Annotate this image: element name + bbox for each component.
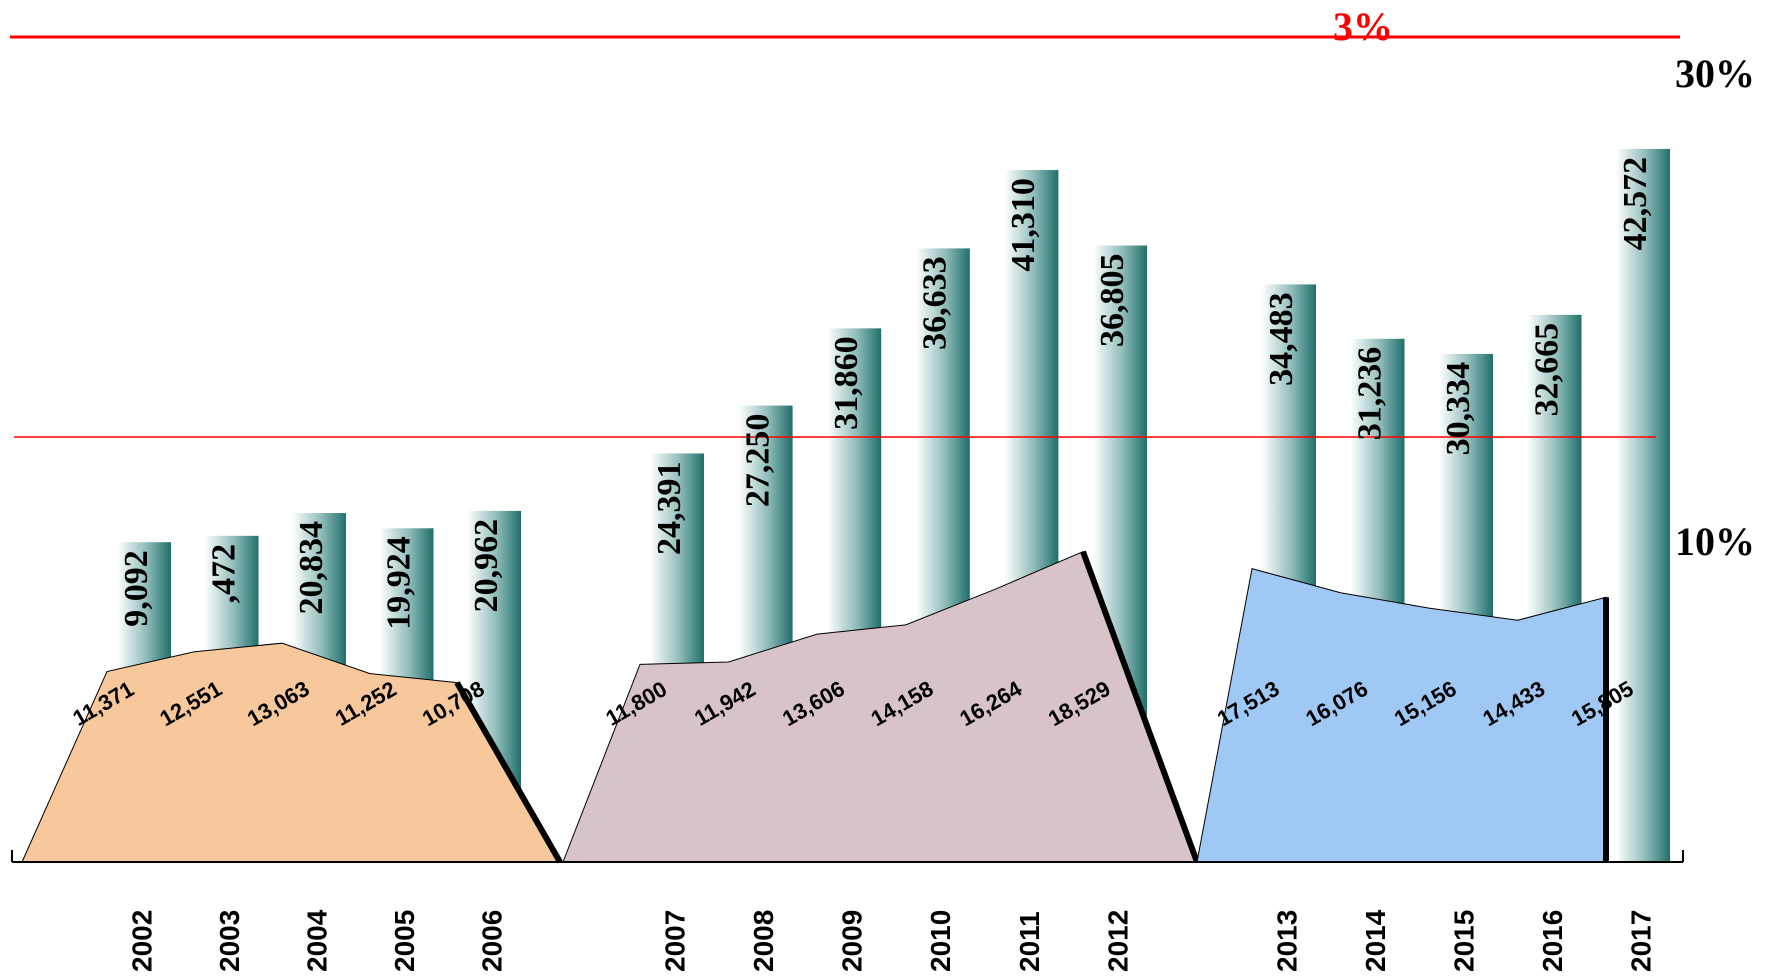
x-tick-label-2004: 2004 [301, 909, 332, 972]
x-tick-label-2011: 2011 [1014, 911, 1045, 972]
x-tick-label-2012: 2012 [1102, 910, 1133, 972]
x-tick-label-2010: 2010 [925, 910, 956, 972]
right-axis-label-30: 30% [1675, 51, 1755, 96]
right-axis-label-10: 10% [1675, 519, 1755, 564]
bar-label-2013: 34,483 [1263, 292, 1300, 386]
x-tick-label-2007: 2007 [659, 910, 690, 972]
bar-label-2002: 9,092 [118, 550, 155, 627]
bar-label-2017: 42,572 [1617, 157, 1654, 251]
reference-label: 3% [1333, 4, 1393, 49]
x-tick-label-2003: 2003 [214, 910, 245, 972]
bar-label-2012: 36,805 [1094, 254, 1131, 347]
bar-2017 [1616, 148, 1670, 862]
area-edge-2 [1080, 550, 1200, 864]
x-tick-label-2016: 2016 [1537, 910, 1568, 972]
bar-label-2006: 20,962 [468, 519, 505, 613]
x-tick-label-2008: 2008 [748, 910, 779, 972]
bar-label-2014: 31,236 [1351, 347, 1388, 441]
x-tick-label-2013: 2013 [1271, 910, 1302, 972]
bar-label-2003: ,472 [205, 544, 242, 604]
bar-label-2007: 24,391 [651, 461, 688, 555]
bar-label-2005: 19,924 [380, 536, 417, 630]
bar-label-2015: 30,334 [1440, 362, 1477, 456]
x-tick-label-2009: 2009 [837, 910, 868, 972]
bar-label-2004: 20,834 [293, 521, 330, 615]
x-tick-label-2006: 2006 [476, 910, 507, 972]
x-tick-label-2014: 2014 [1360, 909, 1391, 972]
bar-label-2009: 31,860 [828, 336, 865, 430]
bar-label-2010: 36,633 [917, 256, 954, 350]
x-tick-label-2002: 2002 [126, 910, 157, 972]
area-edge-1 [454, 681, 563, 864]
bar-label-2016: 32,665 [1528, 323, 1565, 417]
x-tick-label-2005: 2005 [389, 910, 420, 972]
bar-label-2008: 27,250 [739, 414, 776, 508]
x-tick-label-2017: 2017 [1625, 910, 1656, 972]
bar-label-2011: 41,310 [1005, 178, 1042, 272]
x-tick-label-2015: 2015 [1448, 910, 1479, 972]
